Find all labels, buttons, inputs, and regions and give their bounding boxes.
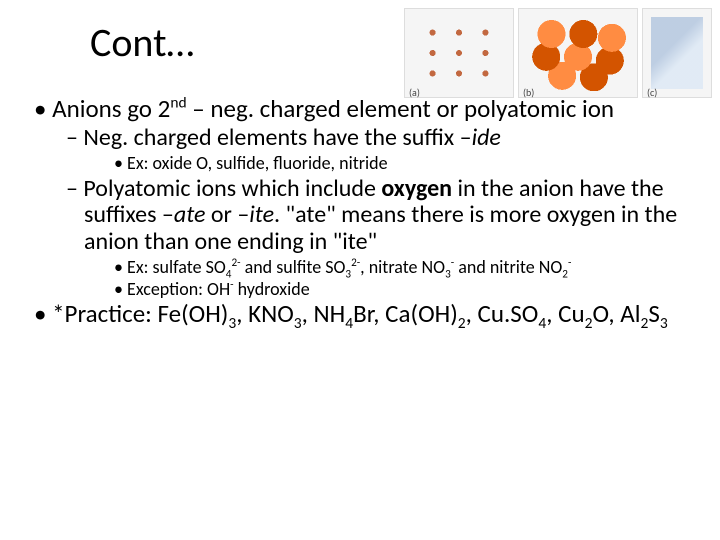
header-images: (a) (b) (c) xyxy=(404,8,712,98)
anions-sup: nd xyxy=(170,94,186,113)
poly-ital1: ate xyxy=(174,200,206,229)
content-list: Anions go 2nd – neg. charged element or … xyxy=(30,95,690,328)
prac-2: , NH xyxy=(302,298,346,329)
neg-pre: Neg. charged elements have the suffix – xyxy=(83,123,471,152)
anions-text-pre: Anions go 2 xyxy=(52,93,170,124)
bullet-polyatomic: Polyatomic ions which include oxygen in … xyxy=(66,176,690,257)
bullet-practice: *Practice: Fe(OH)3, KNO3, NH4Br, Ca(OH)2… xyxy=(30,300,690,328)
neg-ital: ide xyxy=(472,123,501,152)
ex2-sup4: - xyxy=(568,255,571,269)
image-b-label: (b) xyxy=(523,86,534,99)
prac-4: , Cu.SO xyxy=(466,298,539,329)
ex2-sup2: 2- xyxy=(351,255,360,269)
ex2-2: and sulfite SO xyxy=(241,256,346,278)
crystals-graphic xyxy=(651,17,703,89)
prac-s2: 3 xyxy=(294,314,302,333)
bullet-exception: Exception: OH- hydroxide xyxy=(114,279,690,300)
bullet-anions: Anions go 2nd – neg. charged element or … xyxy=(30,95,690,123)
prac-s4: 2 xyxy=(458,314,466,333)
ex2-3: , nitrate NO xyxy=(360,256,445,278)
image-a-label: (a) xyxy=(409,86,420,99)
ex2-4: and nitrite NO xyxy=(454,256,562,278)
poly-mid2: or – xyxy=(205,200,249,229)
prac-s3: 4 xyxy=(345,314,353,333)
prac-5: , Cu xyxy=(546,298,584,329)
slide-container: Cont… (a) (b) (c) Anions go 2nd – neg. c… xyxy=(0,0,720,540)
ex2-sup1: 2- xyxy=(231,255,240,269)
prac-7: S xyxy=(648,298,660,329)
prac-pre: *Practice: Fe(OH) xyxy=(52,298,228,329)
image-crystals: (c) xyxy=(642,8,712,98)
bullet-ex1: Ex: oxide O, sulfide, fluoride, nitride xyxy=(114,153,690,174)
lattice-graphic xyxy=(415,19,503,87)
image-lattice: (a) xyxy=(404,8,514,98)
prac-6: O, Al xyxy=(592,298,640,329)
prac-1: , KNO xyxy=(236,298,294,329)
bullet-ex2: Ex: sulfate SO42- and sulfite SO32-, nit… xyxy=(114,257,690,278)
ex2-1: Ex: sulfate SO xyxy=(127,256,226,278)
exc-pre: Exception: OH xyxy=(127,278,230,300)
poly-bold: oxygen xyxy=(381,174,452,203)
exc-post: hydroxide xyxy=(234,278,310,300)
image-c-label: (c) xyxy=(647,86,657,99)
prac-s8: 3 xyxy=(660,314,668,333)
poly-pre: Polyatomic ions which include xyxy=(83,174,381,203)
poly-ital2: ite xyxy=(249,200,274,229)
image-spheres: (b) xyxy=(518,8,638,98)
bullet-neg-suffix: Neg. charged elements have the suffix –i… xyxy=(66,125,690,152)
spheres-graphic xyxy=(525,15,631,91)
prac-3: Br, Ca(OH) xyxy=(353,298,458,329)
